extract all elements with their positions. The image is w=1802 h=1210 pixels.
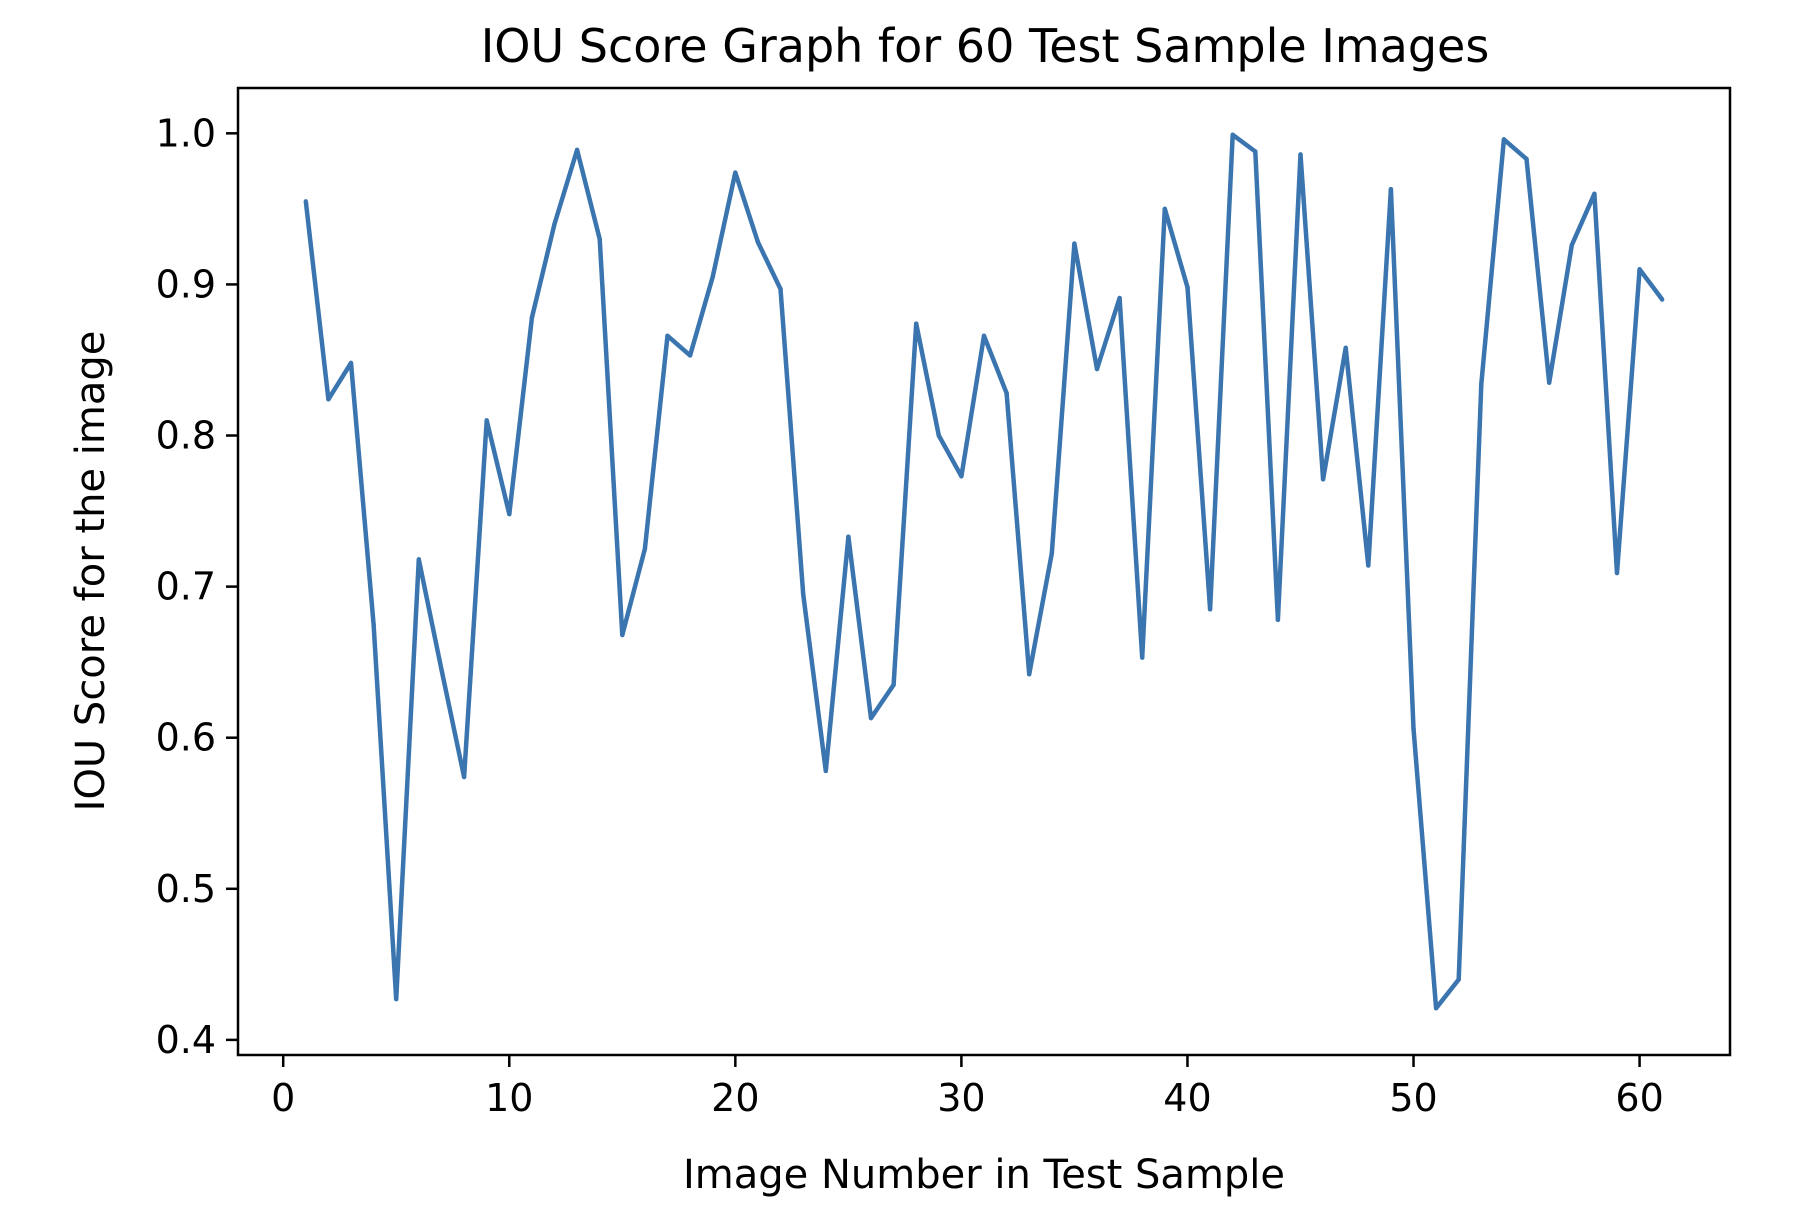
data-point xyxy=(1343,345,1348,351)
data-point xyxy=(597,236,602,242)
data-point xyxy=(1569,242,1574,248)
y-tick-label: 1.0 xyxy=(156,111,216,155)
y-tick-label: 0.4 xyxy=(156,1018,216,1062)
data-point xyxy=(1253,149,1258,154)
data-point xyxy=(1366,563,1371,568)
y-axis: 0.4 0.5 0.6 0.7 0.8 0.9 1.0 xyxy=(156,111,238,1062)
data-point xyxy=(1027,672,1032,677)
x-tick-label: 20 xyxy=(711,1076,759,1120)
data-point xyxy=(710,274,715,280)
data-point xyxy=(981,333,987,338)
data-point xyxy=(552,221,557,227)
data-point xyxy=(755,239,761,245)
data-point xyxy=(1072,241,1077,246)
data-point xyxy=(800,591,806,597)
x-tick-label: 60 xyxy=(1615,1076,1663,1120)
data-point xyxy=(620,632,625,638)
data-point xyxy=(394,996,399,1002)
data-point xyxy=(891,682,896,688)
y-axis-label: IOU Score for the image xyxy=(68,331,114,812)
y-tick-label: 0.8 xyxy=(156,414,216,458)
data-point xyxy=(823,768,828,774)
x-axis: 0 10 20 30 40 50 60 xyxy=(271,1055,1664,1120)
data-point xyxy=(1320,477,1326,482)
plot-frame xyxy=(236,86,1732,1057)
data-point xyxy=(1546,380,1552,385)
data-point xyxy=(574,147,580,153)
data-point xyxy=(1501,137,1507,142)
y-tick-label: 0.7 xyxy=(156,565,216,609)
data-point xyxy=(1592,191,1597,196)
data-point xyxy=(1185,285,1190,290)
data-point xyxy=(1140,655,1145,660)
data-point xyxy=(778,286,783,292)
y-tick-label: 0.6 xyxy=(156,716,216,760)
data-point xyxy=(1614,570,1620,576)
data-point xyxy=(529,315,535,320)
data-points xyxy=(303,132,1665,1011)
data-point xyxy=(868,715,874,721)
data-point xyxy=(461,774,467,780)
chart-title: IOU Score Graph for 60 Test Sample Image… xyxy=(481,19,1490,73)
data-point xyxy=(1456,977,1461,982)
x-tick-label: 50 xyxy=(1389,1076,1437,1120)
data-point xyxy=(1094,366,1100,372)
data-point xyxy=(484,418,489,423)
iou-series-line xyxy=(303,132,1665,1011)
x-axis-label: Image Number in Test Sample xyxy=(683,1152,1285,1198)
data-point xyxy=(1524,156,1529,162)
data-point xyxy=(959,474,964,479)
plot-area: 0 10 20 30 40 50 60 0.4 0.5 0.6 0.7 0.8 0.9 1.0 xyxy=(156,86,1732,1120)
data-point xyxy=(642,546,648,552)
data-point xyxy=(1275,617,1281,623)
data-point xyxy=(1433,1005,1439,1011)
data-point xyxy=(1162,206,1168,212)
data-point xyxy=(416,557,422,562)
data-point xyxy=(936,433,941,438)
data-point xyxy=(1230,132,1235,138)
data-point xyxy=(1388,187,1394,192)
data-point xyxy=(846,534,851,539)
data-point xyxy=(1298,152,1303,157)
data-point xyxy=(1004,391,1009,396)
data-point xyxy=(1207,607,1213,612)
data-point xyxy=(371,622,376,627)
y-tick-label: 0.5 xyxy=(156,867,216,911)
data-point xyxy=(665,333,670,338)
x-tick-label: 10 xyxy=(485,1076,533,1120)
data-point xyxy=(1411,726,1416,731)
data-point xyxy=(303,199,309,204)
data-point xyxy=(1049,551,1055,556)
y-tick-label: 0.9 xyxy=(156,262,216,306)
x-tick-label: 30 xyxy=(937,1076,985,1120)
data-point xyxy=(913,321,919,326)
data-point xyxy=(733,170,738,175)
data-point xyxy=(326,397,331,402)
data-point xyxy=(1479,381,1484,387)
x-tick-label: 0 xyxy=(271,1076,295,1120)
data-point xyxy=(1637,267,1642,272)
data-point xyxy=(507,511,512,517)
data-point xyxy=(1117,295,1122,301)
x-tick-label: 40 xyxy=(1163,1076,1211,1120)
data-point xyxy=(687,353,693,358)
data-point xyxy=(348,360,354,366)
data-point xyxy=(1659,297,1665,302)
data-point xyxy=(439,667,444,672)
